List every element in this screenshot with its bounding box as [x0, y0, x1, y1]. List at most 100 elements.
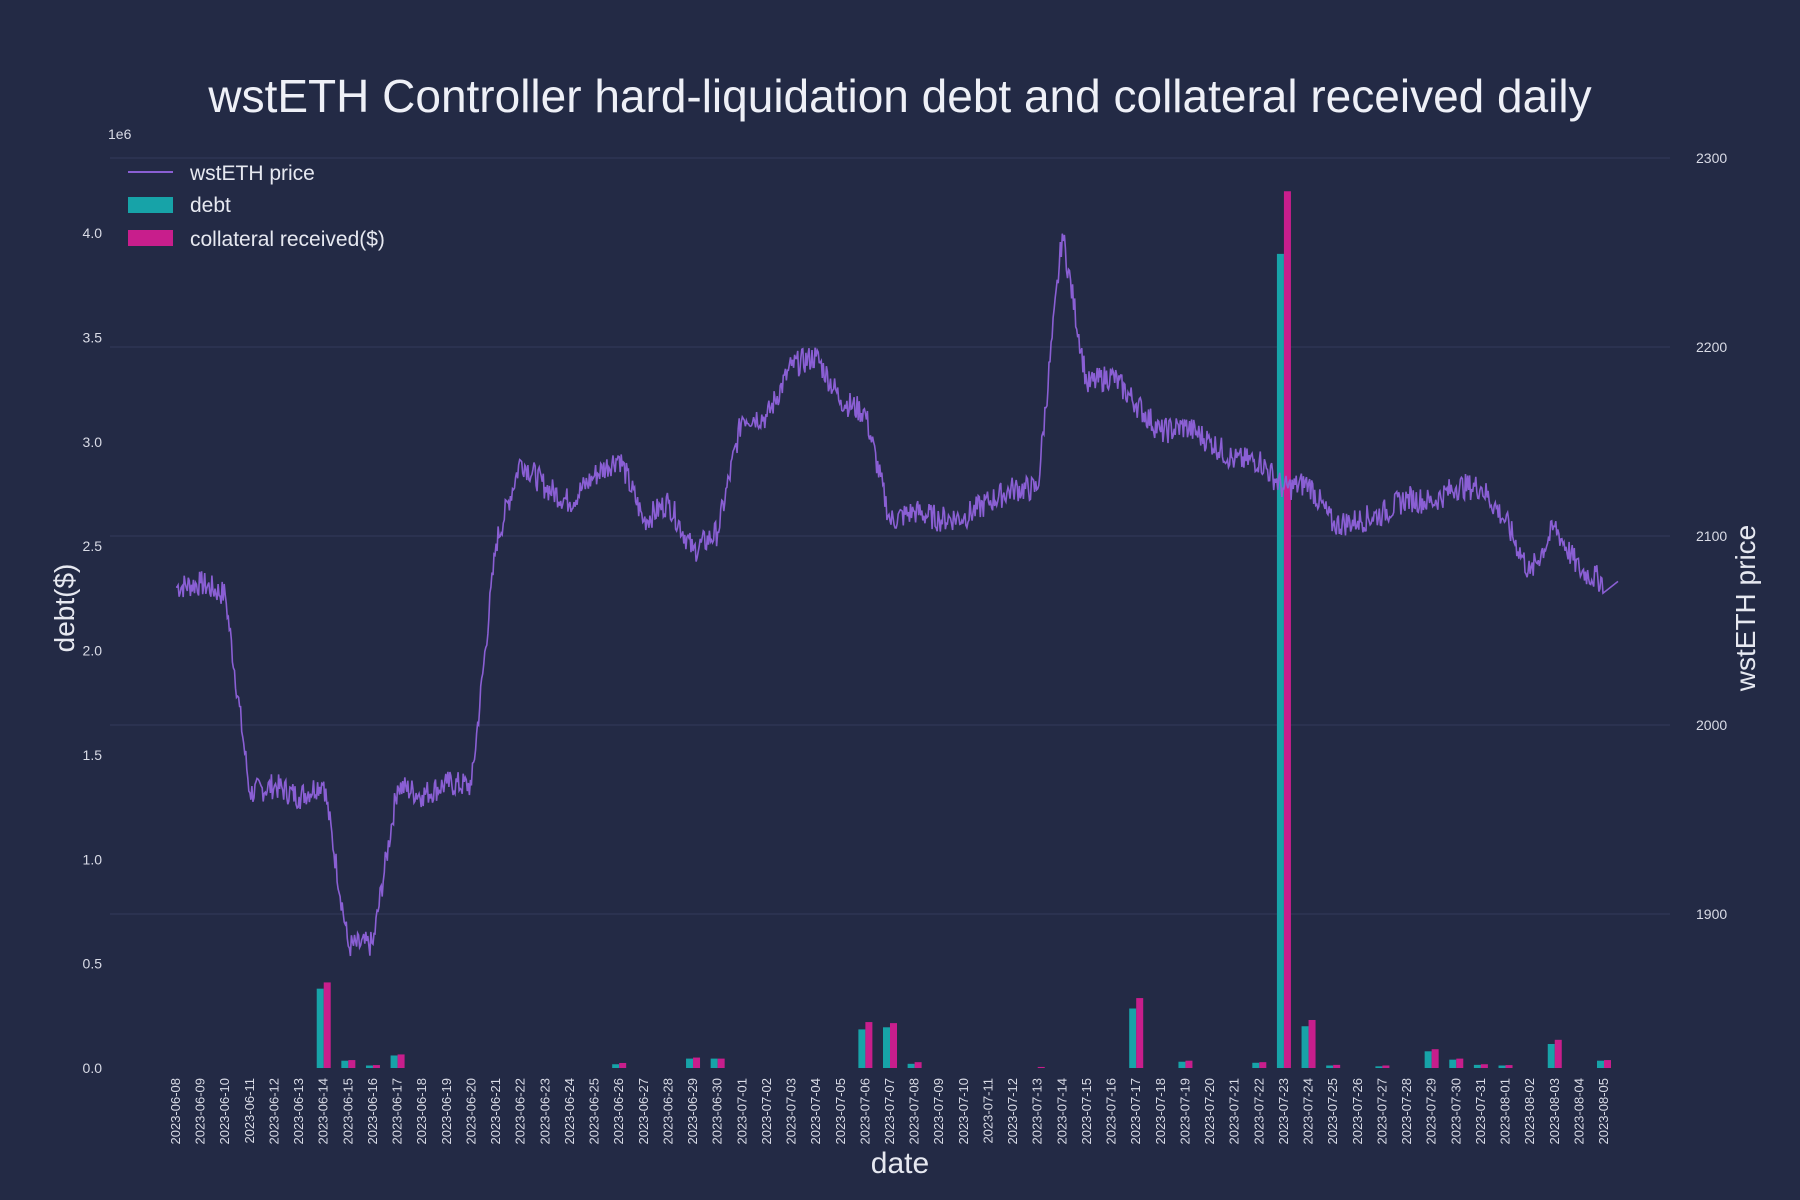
debt-bar [710, 1058, 718, 1068]
x-tick-label: 2023-07-10 [956, 1078, 971, 1145]
debt-bar [1424, 1051, 1432, 1068]
x-tick-label: 2023-07-26 [1350, 1078, 1365, 1145]
x-tick-label: 2023-07-09 [931, 1078, 946, 1145]
x-tick-label: 2023-07-02 [759, 1078, 774, 1145]
collateral-bar [890, 1023, 897, 1068]
y-axis-label: debt($) [49, 564, 80, 653]
collateral-bar [1382, 1065, 1390, 1068]
legend-swatch-debt [128, 197, 173, 213]
collateral-bar [397, 1054, 405, 1068]
price-line-series [175, 233, 1619, 957]
x-tick-label: 2023-06-14 [316, 1078, 331, 1145]
x-tick-label: 2023-06-25 [587, 1078, 602, 1145]
x-tick-label: 2023-07-14 [1054, 1078, 1069, 1145]
collateral-bar [1554, 1039, 1562, 1068]
collateral-bar [1259, 1062, 1267, 1068]
collateral-bar [1185, 1060, 1193, 1068]
collateral-bar [1283, 191, 1291, 1068]
x-tick-label: 2023-07-15 [1079, 1078, 1094, 1145]
x-tick-label: 2023-06-12 [266, 1078, 281, 1145]
x-tick-label: 2023-06-30 [710, 1078, 725, 1145]
x-tick-label: 2023-07-24 [1301, 1078, 1316, 1145]
collateral-bar [1333, 1064, 1341, 1068]
debt-bar [1252, 1062, 1260, 1068]
x-tick-label: 2023-06-09 [193, 1078, 208, 1145]
y-tick-label: 0.0 [83, 1060, 103, 1076]
collateral-bar [1136, 998, 1144, 1068]
collateral-bar [1037, 1066, 1045, 1068]
collateral-bar [1480, 1064, 1488, 1068]
debt-bar [907, 1063, 915, 1068]
debt-bar [1301, 1026, 1309, 1068]
debt-bar [612, 1064, 620, 1068]
y-tick-label: 4.0 [83, 225, 103, 241]
x-tick-label: 2023-07-19 [1177, 1078, 1192, 1145]
x-tick-label: 2023-06-11 [242, 1078, 257, 1144]
x-tick-label: 2023-08-02 [1522, 1078, 1537, 1145]
debt-bar [316, 988, 324, 1068]
x-tick-label: 2023-07-28 [1399, 1078, 1414, 1145]
debt-bar [341, 1060, 349, 1068]
collateral-bar [1431, 1049, 1439, 1068]
collateral-bar [693, 1057, 701, 1068]
x-axis-ticks: 2023-06-08 2023-06-09 2023-06-10 2023-06-11… [168, 1078, 1611, 1145]
y-exponent-label: 1e6 [108, 126, 132, 142]
debt-bar [1375, 1066, 1383, 1068]
x-tick-label: 2023-06-22 [513, 1078, 528, 1145]
x-tick-label: 2023-06-18 [414, 1078, 429, 1145]
x-tick-label: 2023-07-18 [1153, 1078, 1168, 1145]
debt-bar [1449, 1059, 1457, 1068]
collateral-bar [372, 1065, 380, 1068]
legend-swatch-collateral [128, 230, 173, 246]
x-tick-label: 2023-08-01 [1498, 1078, 1513, 1145]
y-tick-label: 1.5 [83, 747, 103, 763]
legend-label-price: wstETH price [189, 162, 315, 185]
x-tick-label: 2023-07-07 [882, 1078, 897, 1145]
y-tick-label: 0.5 [83, 956, 103, 972]
x-tick-label: 2023-07-05 [833, 1078, 848, 1145]
debt-bar [1276, 253, 1284, 1068]
legend-label-collateral: collateral received($) [190, 228, 385, 251]
x-tick-label: 2023-07-31 [1473, 1078, 1488, 1145]
y-axis-ticks: 0.0 0.5 1.0 1.5 2.0 2.5 3.0 3.5 4.0 [83, 225, 103, 1076]
grid-lines [110, 157, 1670, 915]
debt-bar [686, 1058, 694, 1068]
debt-bar [1326, 1065, 1334, 1068]
collateral-bar [1505, 1065, 1513, 1068]
x-tick-label: 2023-07-12 [1005, 1078, 1020, 1145]
x-tick-label: 2023-07-13 [1030, 1078, 1045, 1145]
wsteth-price-line [175, 233, 1619, 957]
x-tick-label: 2023-08-03 [1547, 1078, 1562, 1145]
x-tick-label: 2023-06-29 [685, 1078, 700, 1145]
legend: wstETH price debt collateral received($) [128, 162, 385, 251]
x-tick-label: 2023-07-01 [734, 1078, 749, 1145]
x-tick-label: 2023-08-04 [1571, 1078, 1586, 1145]
collateral-bar [914, 1062, 922, 1068]
debt-bar [365, 1065, 373, 1068]
x-tick-label: 2023-06-24 [562, 1078, 577, 1145]
x-tick-label: 2023-06-20 [463, 1078, 478, 1145]
y-tick-label: 1.0 [83, 851, 103, 867]
chart-title: wstETH Controller hard-liquidation debt … [207, 70, 1591, 122]
x-tick-label: 2023-06-08 [168, 1078, 183, 1145]
y2-tick-label: 2000 [1696, 717, 1727, 733]
x-tick-label: 2023-07-11 [980, 1078, 995, 1144]
x-tick-label: 2023-07-20 [1202, 1078, 1217, 1145]
y2-tick-label: 2300 [1696, 150, 1727, 166]
x-tick-label: 2023-06-10 [217, 1078, 232, 1145]
debt-bar [1597, 1060, 1604, 1068]
x-tick-label: 2023-07-22 [1251, 1078, 1266, 1145]
x-tick-label: 2023-07-21 [1227, 1078, 1242, 1145]
x-tick-label: 2023-07-27 [1374, 1078, 1389, 1145]
collateral-bar [348, 1060, 356, 1068]
collateral-bar [323, 982, 331, 1068]
x-tick-label: 2023-06-16 [365, 1078, 380, 1145]
x-tick-label: 2023-06-15 [340, 1078, 355, 1145]
y2-axis-ticks: 1900 2000 2100 2200 2300 [1696, 150, 1727, 922]
y2-tick-label: 1900 [1696, 906, 1727, 922]
collateral-bar [1604, 1060, 1611, 1068]
debt-bar [1498, 1065, 1506, 1068]
x-tick-label: 2023-06-27 [636, 1078, 651, 1145]
debt-bar [1178, 1061, 1186, 1068]
